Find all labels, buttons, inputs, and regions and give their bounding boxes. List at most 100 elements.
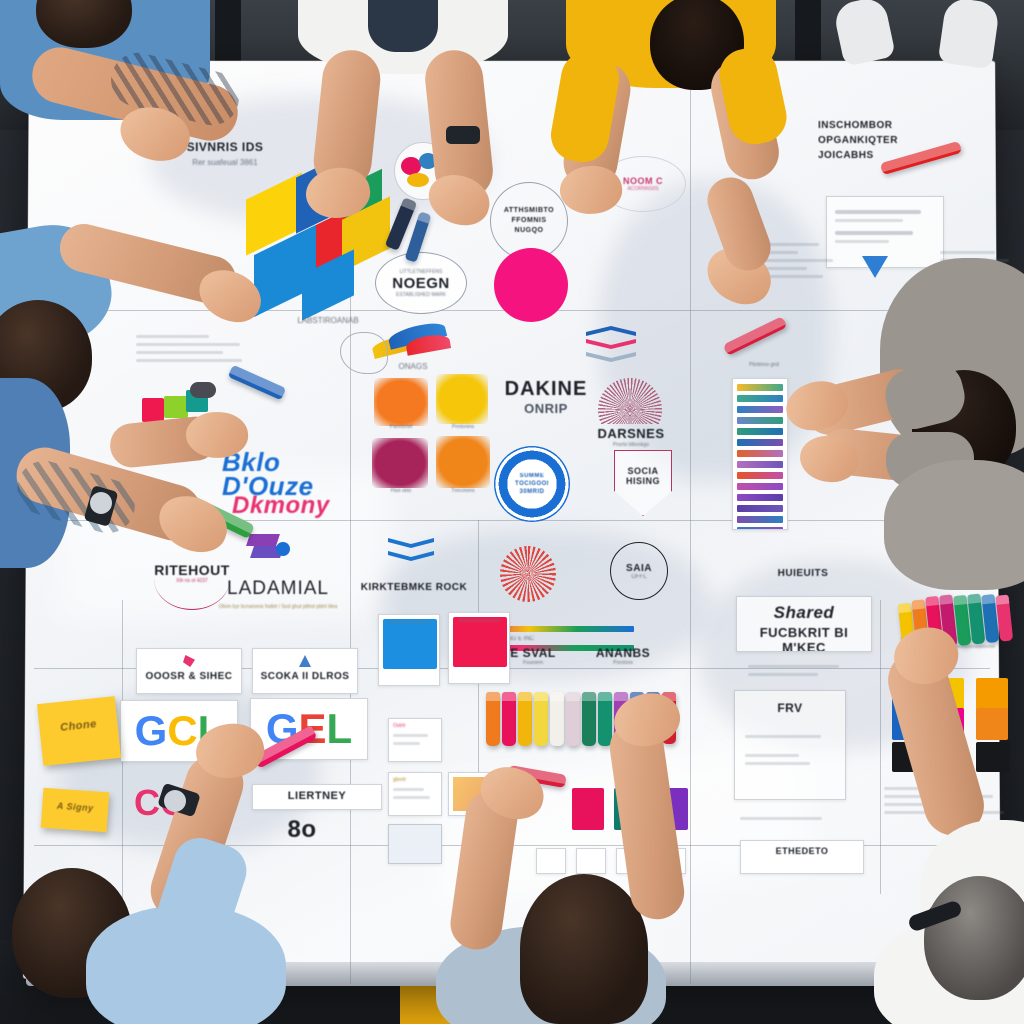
left-note-stack	[136, 330, 254, 378]
ananc-label: ANANBS Porotsns	[588, 646, 658, 672]
ananc-sub: Porotsns	[613, 660, 633, 666]
collar-top-center	[368, 0, 438, 52]
fan-spiro-logo	[598, 378, 662, 424]
ribbon-caption: ONAGS	[398, 362, 428, 371]
swatch-yellow	[436, 374, 488, 424]
brand-brief-heading: SIVNRIS IDS	[186, 140, 264, 154]
fan-logo-caption: DARSNES	[597, 426, 665, 441]
circle-dark-stamp: SAIA OFFL	[610, 542, 668, 600]
cmyk-chip-orange-2	[976, 708, 1008, 740]
swatch-yellow-label: Pnntonins	[451, 424, 475, 430]
blue-seal-text: SUMME TOCIGOOI 30MRID	[515, 473, 549, 495]
app-tile-pink	[572, 788, 604, 830]
mini-card-1: Ostrtr	[388, 718, 442, 762]
big-number: 8o	[287, 816, 317, 843]
cmyk-chip-orange	[976, 678, 1008, 710]
mini-card-3	[388, 824, 442, 864]
oval-wordmark: NOEGN	[392, 274, 450, 292]
chair-top-right	[795, 0, 821, 60]
brand-brief-sub: Rer suafeual 3861	[192, 158, 258, 167]
shared-heading: Shared	[773, 603, 835, 622]
business-card-2: SCOKA II DLROS	[252, 648, 358, 694]
card-1-heading: OOOSR & SIHEC	[145, 671, 233, 682]
gcl-letter-l-2: L	[326, 705, 353, 752]
lion-icons-card: ETHEDETO	[740, 840, 864, 874]
dakine-heading: DAKINE	[504, 378, 588, 400]
logo-arrow-caption: LABSTIROANAB	[297, 316, 359, 325]
tagline-card: LIERTNEY	[252, 784, 382, 810]
dakine-type-card: DAKINE ONRIP	[486, 378, 606, 424]
chip-grey	[190, 382, 216, 398]
shield-text: SOCIA HISING	[625, 466, 660, 486]
card-2-heading: SCOKA II DLROS	[260, 671, 350, 682]
chevron-blue-logo	[388, 538, 434, 564]
swatch-orange-2	[436, 436, 490, 488]
tagline-text: LIERTNEY	[287, 790, 347, 802]
dark-stamp-heading: SAIA	[626, 562, 652, 574]
script-logo: Bklo D'Ouze Dkmony	[222, 449, 352, 519]
spiro-red-stamp	[500, 546, 556, 602]
mini-card-2: gbnrtr	[388, 772, 442, 816]
card-1-mark	[183, 655, 195, 667]
bird-icon	[536, 848, 566, 874]
swatch-orange	[374, 378, 428, 426]
business-card-1: OOOSR & SIHEC	[136, 648, 242, 694]
ladamal-sub: Olivin byr bcnanonis fodiet / Sod ghut p…	[218, 604, 338, 610]
pink-circle-swatch	[494, 248, 568, 322]
dark-stamp-sub: OFFL	[631, 573, 647, 580]
big-number-card: 8o	[262, 816, 342, 848]
sticky-note-2[interactable]: A Signy	[40, 787, 110, 833]
grid-v-2	[690, 70, 691, 984]
organizer-notes-block: INSCHOMBOR OPGANKIQTER JOICABHS	[818, 118, 950, 184]
swatch-maroon	[372, 438, 428, 488]
chip-pink	[142, 398, 164, 422]
swatch-orange2-label: Tnncmons	[451, 488, 475, 494]
head-bottom-mid	[520, 874, 648, 1024]
shadow-2	[600, 180, 830, 480]
chair-top-left	[215, 0, 241, 72]
pop-badge-heading: NOOM C	[623, 176, 663, 186]
swatch-card-blue	[378, 614, 440, 686]
crest-mark: FRV	[777, 701, 803, 715]
pop-badge-sub: ACORNNSIIS	[627, 186, 659, 192]
m-chevron-logo	[586, 326, 636, 365]
ananc-heading: ANANBS	[595, 646, 651, 660]
black-chip-3	[976, 742, 1010, 772]
ladamal-heading: LADAMIAL	[227, 578, 329, 599]
shared-sub: FUCBKRIT BI M'KEC	[759, 625, 849, 652]
grid-h-3	[34, 668, 990, 669]
crest-panel: FRV	[734, 690, 846, 800]
head-bottom-right	[924, 876, 1024, 1000]
palette-card-label: Pbntmno gnd	[749, 362, 779, 368]
chip-green	[164, 396, 188, 418]
grid-v-1	[350, 70, 351, 984]
swatch-card-pink	[448, 612, 510, 684]
mitchout-sub: Xih ns ol 4237	[176, 578, 208, 584]
shared-panel: Shared FUCBKRIT BI M'KEC	[736, 596, 872, 652]
ladamal-card: LADAMIAL Olivin byr bcnanonis fodiet / S…	[218, 578, 338, 624]
ladamal-logo-icon	[246, 534, 292, 568]
eval-label: E SVAL Fouroem	[498, 646, 568, 672]
eval-heading: E SVAL	[510, 646, 556, 660]
oval-top-text: LITTLETNEFFENS	[399, 268, 443, 275]
swatch-maroon-label: Fbst okto	[390, 488, 412, 494]
sticky-note-2-text: A Signy	[56, 800, 94, 814]
shared-notes	[748, 660, 868, 684]
dakine-sub: ONRIP	[524, 401, 568, 416]
oval-bottom-text: ESTABLISHED MARK	[396, 291, 446, 298]
chevron-blue-card: KIRKTEBMKE ROCK	[360, 582, 468, 604]
oval-wordmark-badge: LITTLETNEFFENS NOEGN ESTABLISHED MARK	[375, 252, 467, 314]
lion-icons-text: ETHEDETO	[775, 846, 829, 856]
sticky-note-1[interactable]: Chone	[36, 696, 122, 766]
mitchout-stamp: RITEHOUT Xih ns ol 4237	[154, 548, 230, 610]
palette-column-card	[732, 378, 788, 530]
grid-v-5	[880, 600, 881, 894]
swoosh-outline-icon	[340, 332, 388, 374]
circle-mark-heading: ATTHSMIBTO FFOMNIS NUGQO	[503, 207, 555, 234]
organizer-notes-heading: INSCHOMBOR OPGANKIQTER JOICABHS	[818, 120, 898, 161]
eval-sub: Fouroem	[522, 660, 543, 666]
card-2-mark	[299, 655, 311, 667]
shared-panel-title: HUIEUITS	[738, 568, 868, 594]
shield-badge: SOCIA HISING	[614, 450, 672, 516]
